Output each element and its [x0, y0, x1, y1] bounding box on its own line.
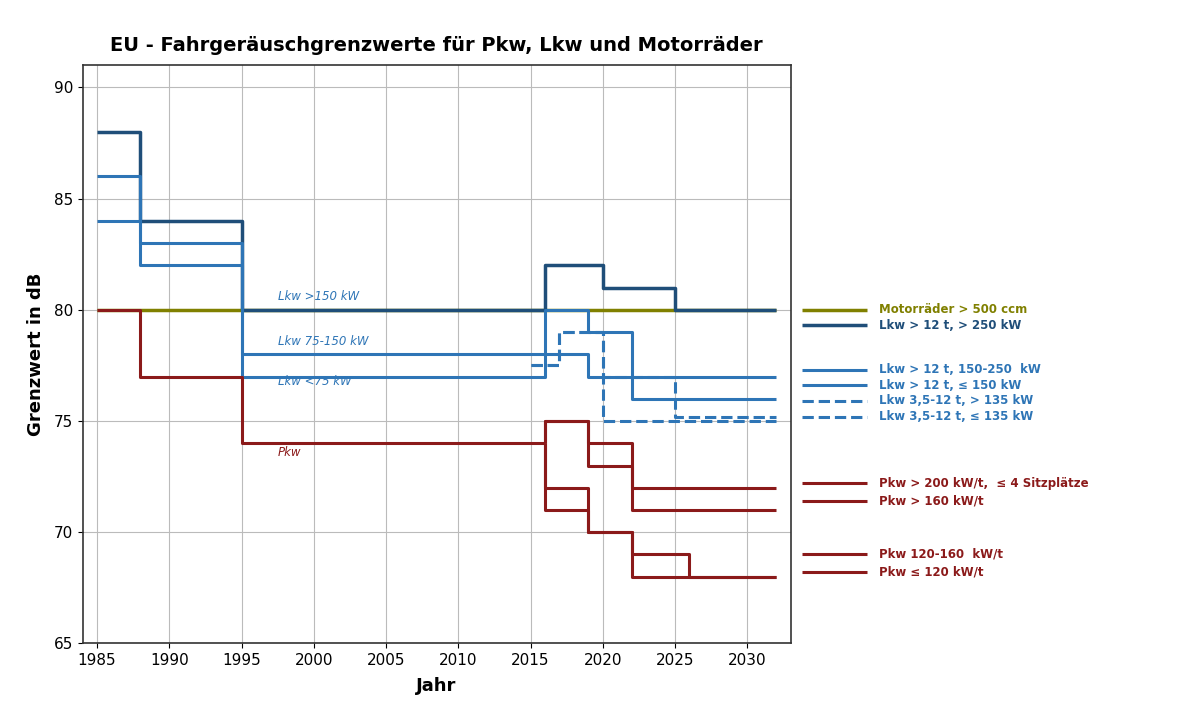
X-axis label: Jahr: Jahr	[417, 677, 457, 695]
Text: Pkw: Pkw	[277, 446, 301, 459]
Text: Lkw <75 kW: Lkw <75 kW	[277, 375, 352, 388]
Text: Pkw 120-160  kW/t: Pkw 120-160 kW/t	[879, 548, 1003, 561]
Text: Motorräder > 500 ccm: Motorräder > 500 ccm	[879, 303, 1028, 316]
Text: Lkw > 12 t, ≤ 150 kW: Lkw > 12 t, ≤ 150 kW	[879, 379, 1022, 392]
Text: Pkw > 160 kW/t: Pkw > 160 kW/t	[879, 495, 984, 508]
Text: Lkw > 12 t, 150-250  kW: Lkw > 12 t, 150-250 kW	[879, 364, 1041, 377]
Title: EU - Fahrgeräuschgrenzwerte für Pkw, Lkw und Motorräder: EU - Fahrgeräuschgrenzwerte für Pkw, Lkw…	[110, 36, 763, 55]
Y-axis label: Grenzwert in dB: Grenzwert in dB	[27, 273, 45, 436]
Text: Lkw > 12 t, > 250 kW: Lkw > 12 t, > 250 kW	[879, 319, 1022, 332]
Text: Lkw 3,5-12 t, ≤ 135 kW: Lkw 3,5-12 t, ≤ 135 kW	[879, 410, 1034, 423]
Text: Pkw ≤ 120 kW/t: Pkw ≤ 120 kW/t	[879, 566, 984, 579]
Text: Pkw > 200 kW/t,  ≤ 4 Sitzplätze: Pkw > 200 kW/t, ≤ 4 Sitzplätze	[879, 476, 1089, 489]
Text: Lkw >150 kW: Lkw >150 kW	[277, 290, 359, 303]
Text: Lkw 3,5-12 t, > 135 kW: Lkw 3,5-12 t, > 135 kW	[879, 395, 1034, 408]
Text: Lkw 75-150 kW: Lkw 75-150 kW	[277, 335, 368, 348]
